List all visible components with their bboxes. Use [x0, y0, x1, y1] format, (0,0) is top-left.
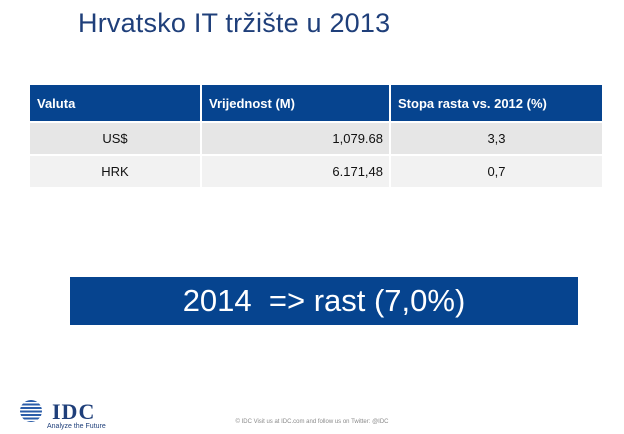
cell-growth: 3,3	[390, 121, 602, 155]
idc-logo: IDC	[52, 399, 96, 424]
column-header-growth: Stopa rasta vs. 2012 (%)	[390, 85, 602, 122]
table-row: US$ 1,079.68 3,3	[30, 121, 602, 155]
forecast-banner: 2014 => rast (7,0%)	[70, 277, 578, 325]
footer-note: © IDC Visit us at IDC.com and follow us …	[235, 419, 389, 425]
column-header-currency: Valuta	[30, 85, 202, 122]
idc-globe-icon	[20, 400, 42, 422]
cell-currency: HRK	[30, 154, 202, 187]
cell-growth: 0,7	[390, 154, 602, 187]
cell-value: 1,079.68	[201, 121, 391, 155]
column-header-value: Vrijednost (M)	[201, 85, 391, 122]
cell-currency: US$	[30, 121, 202, 155]
cell-value: 6.171,48	[201, 154, 391, 187]
idc-tagline: Analyze the Future	[47, 423, 106, 430]
table-row: HRK 6.171,48 0,7	[30, 154, 602, 187]
market-table: Valuta Vrijednost (M) Stopa rasta vs. 20…	[30, 85, 602, 187]
page-title: Hrvatsko IT tržište u 2013	[78, 8, 391, 38]
table-header-row: Valuta Vrijednost (M) Stopa rasta vs. 20…	[30, 85, 602, 122]
